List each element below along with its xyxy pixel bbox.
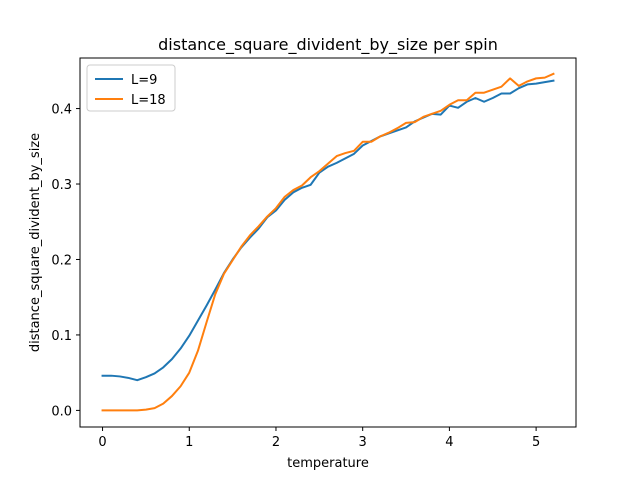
y-tick-label: 0.3 — [51, 178, 72, 193]
y-axis-label: distance_square_divident_by_size — [28, 133, 43, 352]
x-tick-label: 2 — [272, 435, 280, 450]
x-tick-label: 5 — [532, 435, 540, 450]
x-tick-label: 4 — [445, 435, 453, 450]
series-layer — [101, 72, 555, 412]
y-axis: 0.0 0.1 0.2 0.3 0.4 — [51, 103, 80, 419]
chart-title: distance_square_divident_by_size per spi… — [158, 35, 498, 55]
legend-label-1: L=9 — [131, 73, 157, 88]
series-line-1 — [101, 79, 555, 382]
legend: L=9 L=18 — [86, 64, 176, 112]
y-tick-label: 0.4 — [51, 103, 72, 118]
plot-background — [80, 58, 576, 427]
legend-label-2: L=18 — [131, 93, 166, 108]
y-tick-label: 0.1 — [51, 329, 72, 344]
plot-frame — [79, 57, 577, 428]
series-line-2 — [101, 72, 555, 412]
x-tick-label: 3 — [359, 435, 367, 450]
y-tick-label: 0.2 — [51, 253, 72, 268]
x-axis-label: temperature — [287, 456, 369, 471]
plot-area: 0 1 2 3 4 5 0.0 0.1 0.2 0.3 0.4 — [51, 57, 577, 450]
y-tick-label: 0.0 — [51, 404, 72, 419]
x-axis: 0 1 2 3 4 5 — [98, 427, 540, 450]
x-tick-label: 1 — [185, 435, 193, 450]
x-tick-label: 0 — [98, 435, 106, 450]
